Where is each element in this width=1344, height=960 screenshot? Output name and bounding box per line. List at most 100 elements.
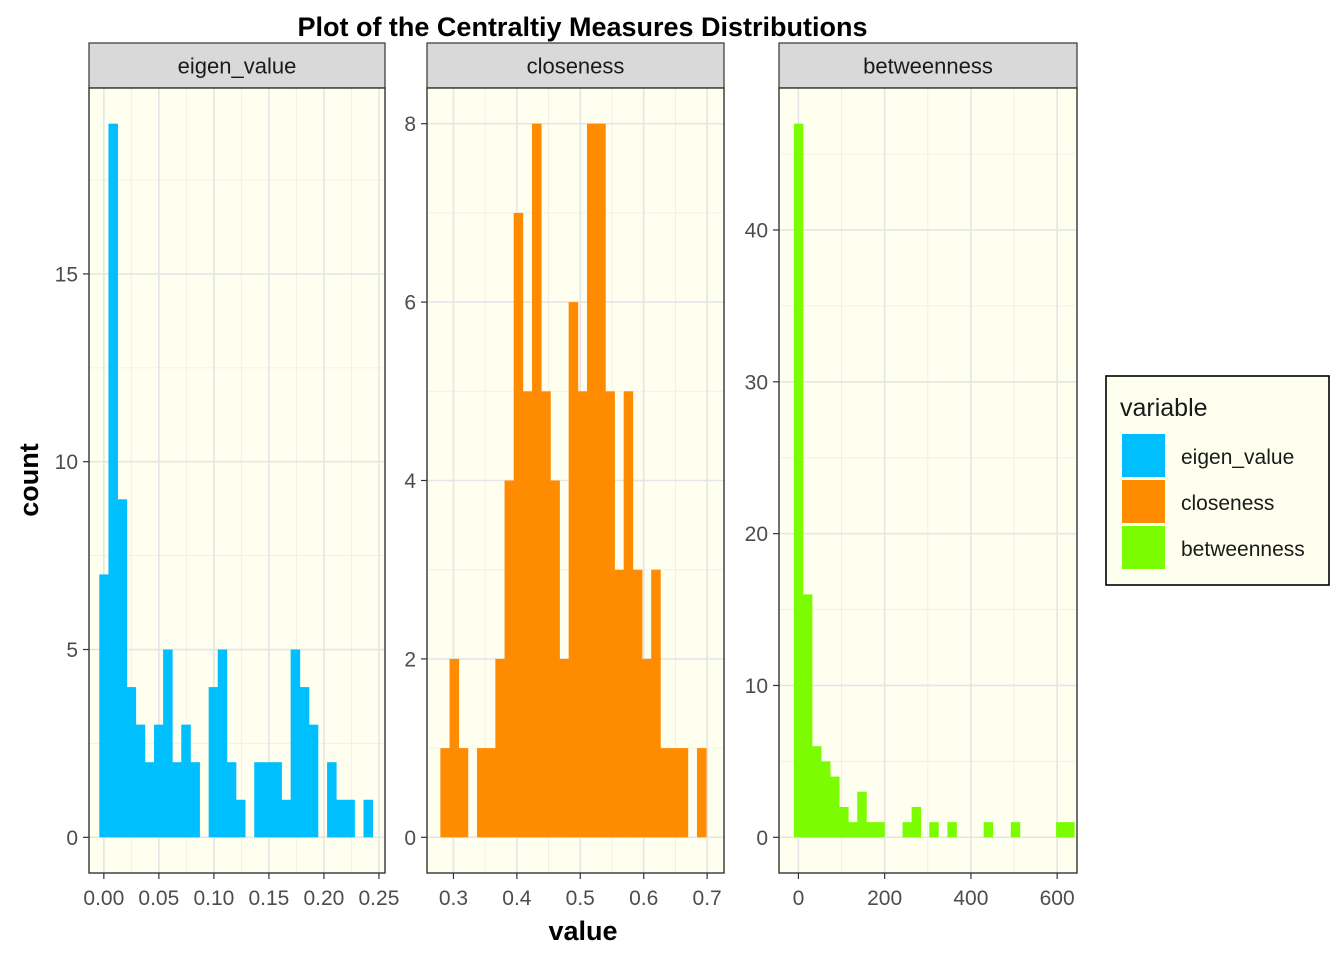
histogram-bar xyxy=(449,658,460,838)
histogram-bar xyxy=(577,391,588,838)
histogram-bar xyxy=(1065,822,1075,838)
panel-border-betweenness xyxy=(778,87,1078,874)
histogram-bar xyxy=(99,574,109,838)
histogram-bar xyxy=(272,762,282,838)
histogram-bar xyxy=(1010,822,1021,838)
histogram-bar xyxy=(190,762,200,838)
histogram-bar xyxy=(911,806,922,838)
histogram-bar xyxy=(559,658,570,838)
histogram-bar xyxy=(495,658,505,838)
facet-strip-label: eigen_value xyxy=(178,54,297,79)
y-tick-label: 20 xyxy=(745,523,768,546)
legend-key-betweenness xyxy=(1122,526,1165,569)
legend-label: betweenness xyxy=(1181,538,1305,561)
histogram-bar xyxy=(1056,822,1066,838)
histogram-bar xyxy=(163,649,173,838)
histogram-bar xyxy=(811,746,822,838)
histogram-bar xyxy=(550,480,560,838)
y-tick-label: 2 xyxy=(404,648,416,671)
histogram-bar xyxy=(929,822,939,838)
x-tick-label: 0.05 xyxy=(138,887,179,910)
histogram-bar xyxy=(947,822,957,838)
histogram-bar xyxy=(839,806,849,838)
y-tick-label: 0 xyxy=(66,827,78,850)
histogram-bar xyxy=(181,724,191,838)
histogram-bar xyxy=(669,748,680,838)
histogram-bar xyxy=(902,822,913,838)
histogram-bar xyxy=(848,822,858,838)
x-tick-label: 0.15 xyxy=(248,887,289,910)
histogram-bar xyxy=(327,762,337,838)
histogram-bar xyxy=(336,799,346,838)
histogram-bar xyxy=(440,748,450,838)
histogram-bar xyxy=(363,799,374,838)
y-tick-label: 15 xyxy=(55,263,78,286)
legend-key-eigen_value xyxy=(1122,434,1165,477)
y-tick-label: 40 xyxy=(745,219,768,242)
x-tick-label: 0.25 xyxy=(359,887,400,910)
histogram-bar xyxy=(605,391,615,838)
panel-border-eigen_value xyxy=(88,87,386,874)
y-tick-label: 10 xyxy=(55,451,78,474)
facet-strip-label: betweenness xyxy=(863,54,993,79)
legend-title: variable xyxy=(1120,394,1208,422)
histogram-bar xyxy=(290,649,301,838)
histogram-bar xyxy=(522,391,533,838)
legend-label: eigen_value xyxy=(1181,446,1294,469)
histogram-bar xyxy=(866,822,876,838)
histogram-bar xyxy=(153,724,164,838)
y-tick-label: 5 xyxy=(66,639,78,662)
histogram-bar xyxy=(623,391,634,838)
histogram-bar xyxy=(532,123,542,838)
histogram-bar xyxy=(802,594,813,838)
x-tick-label: 0.00 xyxy=(83,887,124,910)
histogram-bar xyxy=(568,302,579,838)
histogram-bar xyxy=(135,724,146,838)
histogram-bar xyxy=(226,762,237,838)
y-tick-label: 0 xyxy=(404,827,416,850)
legend-key-closeness xyxy=(1122,480,1165,523)
histogram-bar xyxy=(345,799,355,838)
histogram-bar xyxy=(235,799,246,838)
histogram-bar xyxy=(172,762,182,838)
y-tick-label: 30 xyxy=(745,371,768,394)
histogram-bar xyxy=(651,569,661,838)
histogram-bar xyxy=(696,748,707,838)
histogram-bar xyxy=(299,687,310,838)
histogram-bar xyxy=(596,123,606,838)
x-tick-label: 0.7 xyxy=(693,887,722,910)
histogram-bar xyxy=(983,822,994,838)
histogram-bar xyxy=(513,212,524,838)
y-tick-label: 10 xyxy=(745,675,768,698)
x-tick-label: 0.4 xyxy=(502,887,532,910)
y-axis-title: count xyxy=(14,443,44,517)
histogram-bar xyxy=(641,658,652,838)
histogram-bar xyxy=(857,791,867,838)
histogram-bar xyxy=(458,748,469,838)
histogram-bar xyxy=(614,569,625,838)
x-tick-label: 0.10 xyxy=(193,887,234,910)
y-tick-label: 6 xyxy=(404,292,416,315)
histogram-bar xyxy=(793,123,804,838)
histogram-bar xyxy=(541,391,551,838)
histogram-bar xyxy=(875,822,885,838)
histogram-bar xyxy=(632,569,643,838)
histogram-bar xyxy=(477,748,487,838)
histogram-bar xyxy=(821,761,831,838)
histogram-bar xyxy=(217,649,228,838)
histogram-bar xyxy=(504,480,515,838)
x-tick-label: 0.3 xyxy=(439,887,468,910)
x-tick-label: 0.5 xyxy=(566,887,595,910)
histogram-bar xyxy=(208,687,219,838)
histogram-bar xyxy=(586,123,597,838)
facet-strip-eigen_value xyxy=(88,42,386,89)
x-axis-title: value xyxy=(548,916,617,946)
y-tick-label: 8 xyxy=(404,113,416,136)
histogram-bar xyxy=(144,762,155,838)
histogram-bar xyxy=(263,762,273,838)
histogram-bar xyxy=(830,776,840,838)
legend-label: closeness xyxy=(1181,492,1274,515)
histogram-bar xyxy=(117,499,128,838)
